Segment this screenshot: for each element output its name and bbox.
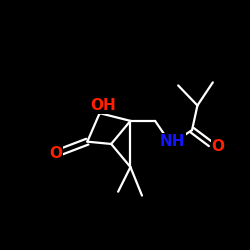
- Text: OH: OH: [90, 98, 116, 113]
- Text: NH: NH: [160, 134, 186, 149]
- Text: O: O: [49, 146, 62, 161]
- Text: O: O: [212, 139, 225, 154]
